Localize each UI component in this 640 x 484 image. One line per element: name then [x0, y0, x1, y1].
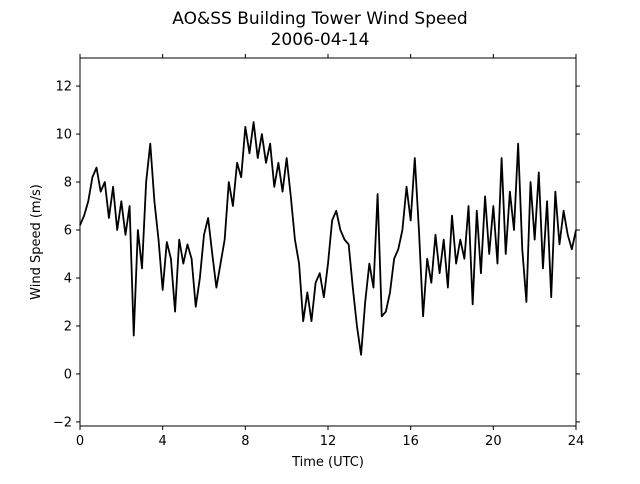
x-tick-label: 12 [320, 434, 337, 449]
y-tick-label: 0 [64, 367, 72, 382]
y-tick-label: 2 [64, 319, 72, 334]
y-tick-label: 6 [64, 224, 72, 239]
chart-title: AO&SS Building Tower Wind Speed [172, 9, 467, 29]
y-tick-label: 12 [55, 80, 72, 95]
x-tick-label: 4 [159, 434, 167, 449]
chart-subtitle: 2006-04-14 [271, 30, 370, 50]
y-tick-label: 8 [64, 176, 72, 191]
x-axis-label: Time (UTC) [291, 455, 364, 470]
x-tick-label: 20 [485, 434, 502, 449]
x-tick-label: 16 [402, 434, 419, 449]
x-tick-label: 24 [568, 434, 585, 449]
x-tick-label: 0 [76, 434, 84, 449]
x-tick-label: 8 [241, 434, 249, 449]
y-tick-label: −2 [53, 415, 72, 430]
y-tick-label: 4 [64, 271, 72, 286]
y-tick-label: 10 [55, 128, 72, 143]
plot-frame [79, 57, 577, 427]
y-axis-label: Wind Speed (m/s) [29, 184, 44, 300]
data-line [79, 121, 577, 356]
